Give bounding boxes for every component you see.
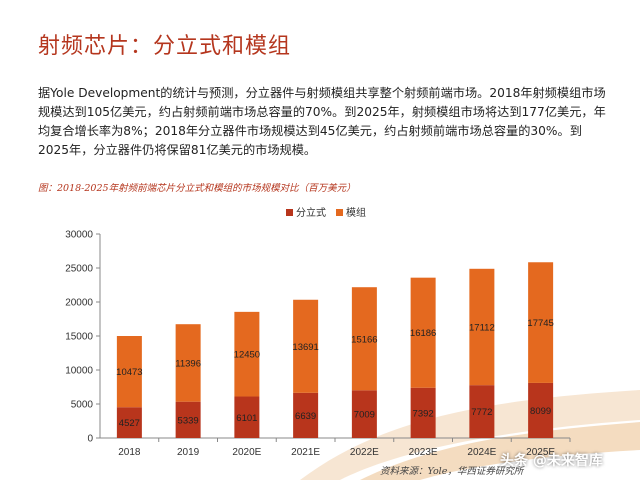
bar-discrete	[351, 390, 377, 438]
legend-label: 模组	[346, 206, 366, 219]
x-tick-label: 2021E	[291, 447, 320, 458]
legend-swatch	[336, 209, 343, 216]
bar-discrete	[469, 385, 495, 438]
bar-module	[293, 299, 319, 393]
data-label: 15166	[351, 334, 377, 345]
bar-module	[351, 287, 377, 391]
data-label: 7772	[471, 407, 492, 418]
data-label: 5339	[178, 415, 199, 426]
data-label: 4527	[119, 418, 140, 429]
data-label: 6639	[295, 411, 316, 422]
figure-caption: 图：2018-2025年射频前端芯片分立式和模组的市场规模对比（百万美元）	[38, 183, 356, 194]
bar-discrete	[528, 382, 554, 438]
y-tick-label: 25000	[65, 264, 93, 275]
bar-discrete	[175, 401, 201, 438]
bar-module	[234, 311, 260, 397]
data-label: 7392	[413, 408, 434, 419]
y-tick-label: 0	[87, 434, 93, 445]
data-label: 17745	[527, 318, 553, 329]
y-tick-label: 20000	[65, 298, 93, 309]
data-label: 12450	[234, 350, 260, 361]
data-label: 11396	[175, 358, 201, 369]
data-label: 17112	[469, 322, 495, 333]
x-tick-label: 2024E	[467, 447, 496, 458]
data-label: 16186	[410, 328, 436, 339]
bar-module	[175, 324, 201, 402]
data-label: 13691	[292, 342, 318, 353]
y-tick-label: 10000	[65, 366, 93, 377]
bar-discrete	[410, 387, 436, 438]
data-label: 6101	[236, 413, 257, 424]
y-tick-label: 5000	[71, 400, 94, 411]
bar-discrete	[234, 396, 260, 438]
watermark: 头条 @未来智库	[500, 453, 603, 469]
data-label: 10473	[116, 367, 142, 378]
y-tick-label: 30000	[65, 230, 93, 241]
data-label: 8099	[530, 406, 551, 417]
legend-label: 分立式	[296, 206, 326, 219]
intro-paragraph: 据Yole Development的统计与预测，分立器件与射频模组共享整个射频前…	[38, 86, 606, 157]
y-tick-label: 15000	[65, 332, 93, 343]
bar-module	[528, 262, 554, 383]
x-tick-label: 2025E	[526, 447, 555, 458]
bar-module	[410, 277, 436, 388]
x-tick-label: 2022E	[350, 447, 379, 458]
source-note: 资料来源：Yole，华西证券研究所	[380, 466, 524, 477]
bar-module	[116, 336, 142, 408]
bar-module	[469, 268, 495, 386]
data-label: 7009	[354, 410, 375, 421]
x-tick-label: 2023E	[409, 447, 438, 458]
x-tick-label: 2020E	[232, 447, 261, 458]
x-tick-label: 2019	[177, 447, 200, 458]
x-tick-label: 2018	[118, 447, 141, 458]
bar-discrete	[116, 407, 142, 438]
page-title: 射频芯片：分立式和模组	[38, 34, 292, 59]
bar-discrete	[293, 392, 319, 438]
legend-swatch	[286, 209, 293, 216]
